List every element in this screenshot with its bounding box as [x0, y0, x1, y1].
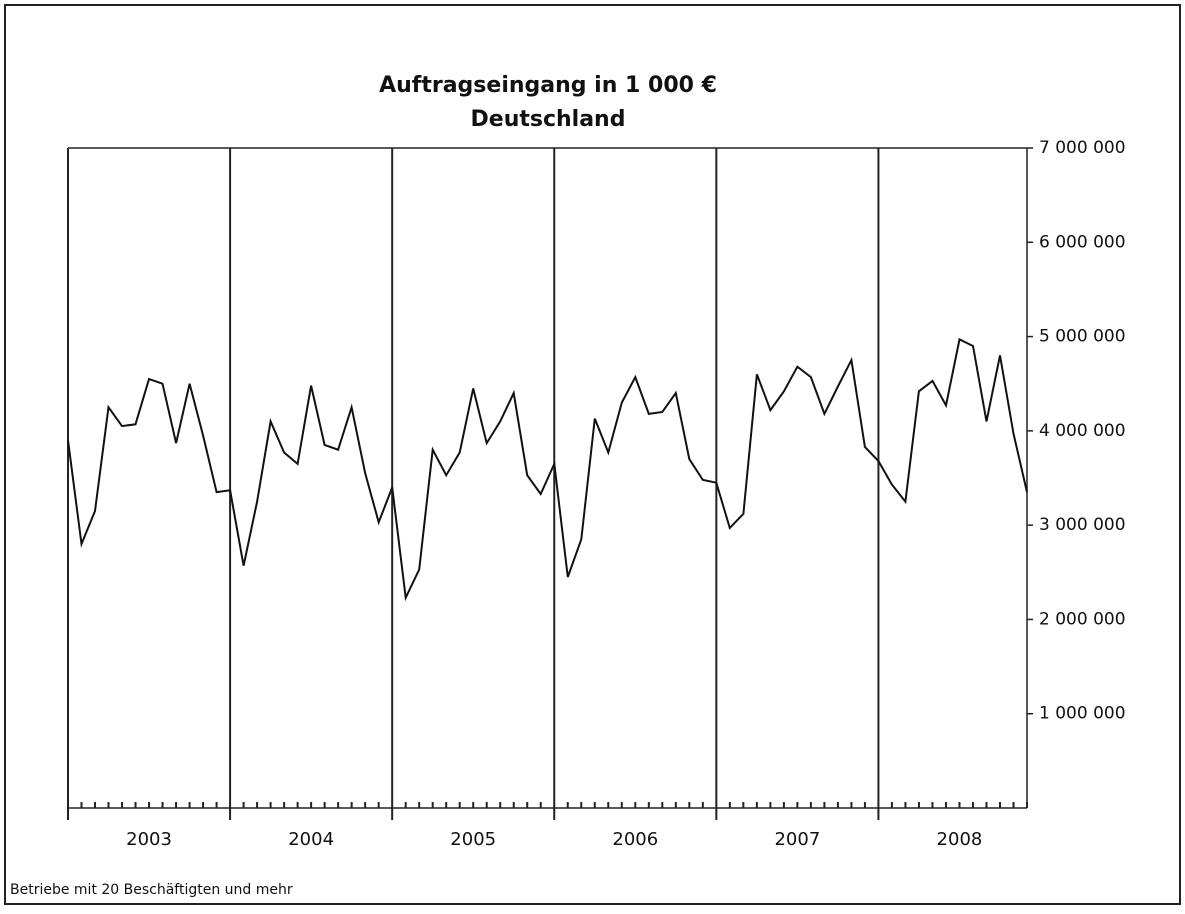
chart-title: Auftragseingang in 1 000 € — [379, 73, 717, 98]
y-tick-label: 3 000 000 — [1039, 515, 1126, 535]
y-tick-label: 6 000 000 — [1039, 232, 1126, 252]
y-tick-label: 7 000 000 — [1039, 138, 1126, 158]
y-tick-label: 5 000 000 — [1039, 327, 1126, 347]
frame — [4, 4, 1181, 905]
year-label: 2006 — [612, 829, 658, 850]
year-label: 2005 — [450, 829, 496, 850]
chart-subtitle: Deutschland — [471, 107, 626, 132]
data-line — [67, 337, 1028, 602]
y-tick-label: 4 000 000 — [1039, 421, 1126, 441]
footnote: Betriebe mit 20 Beschäftigten und mehr — [10, 882, 293, 898]
year-label: 2007 — [774, 829, 820, 850]
year-label: 2004 — [288, 829, 334, 850]
year-label: 2008 — [937, 829, 983, 850]
y-tick-label: 2 000 000 — [1039, 609, 1126, 629]
year-label: 2003 — [126, 829, 172, 850]
y-tick-label: 1 000 000 — [1039, 704, 1126, 724]
